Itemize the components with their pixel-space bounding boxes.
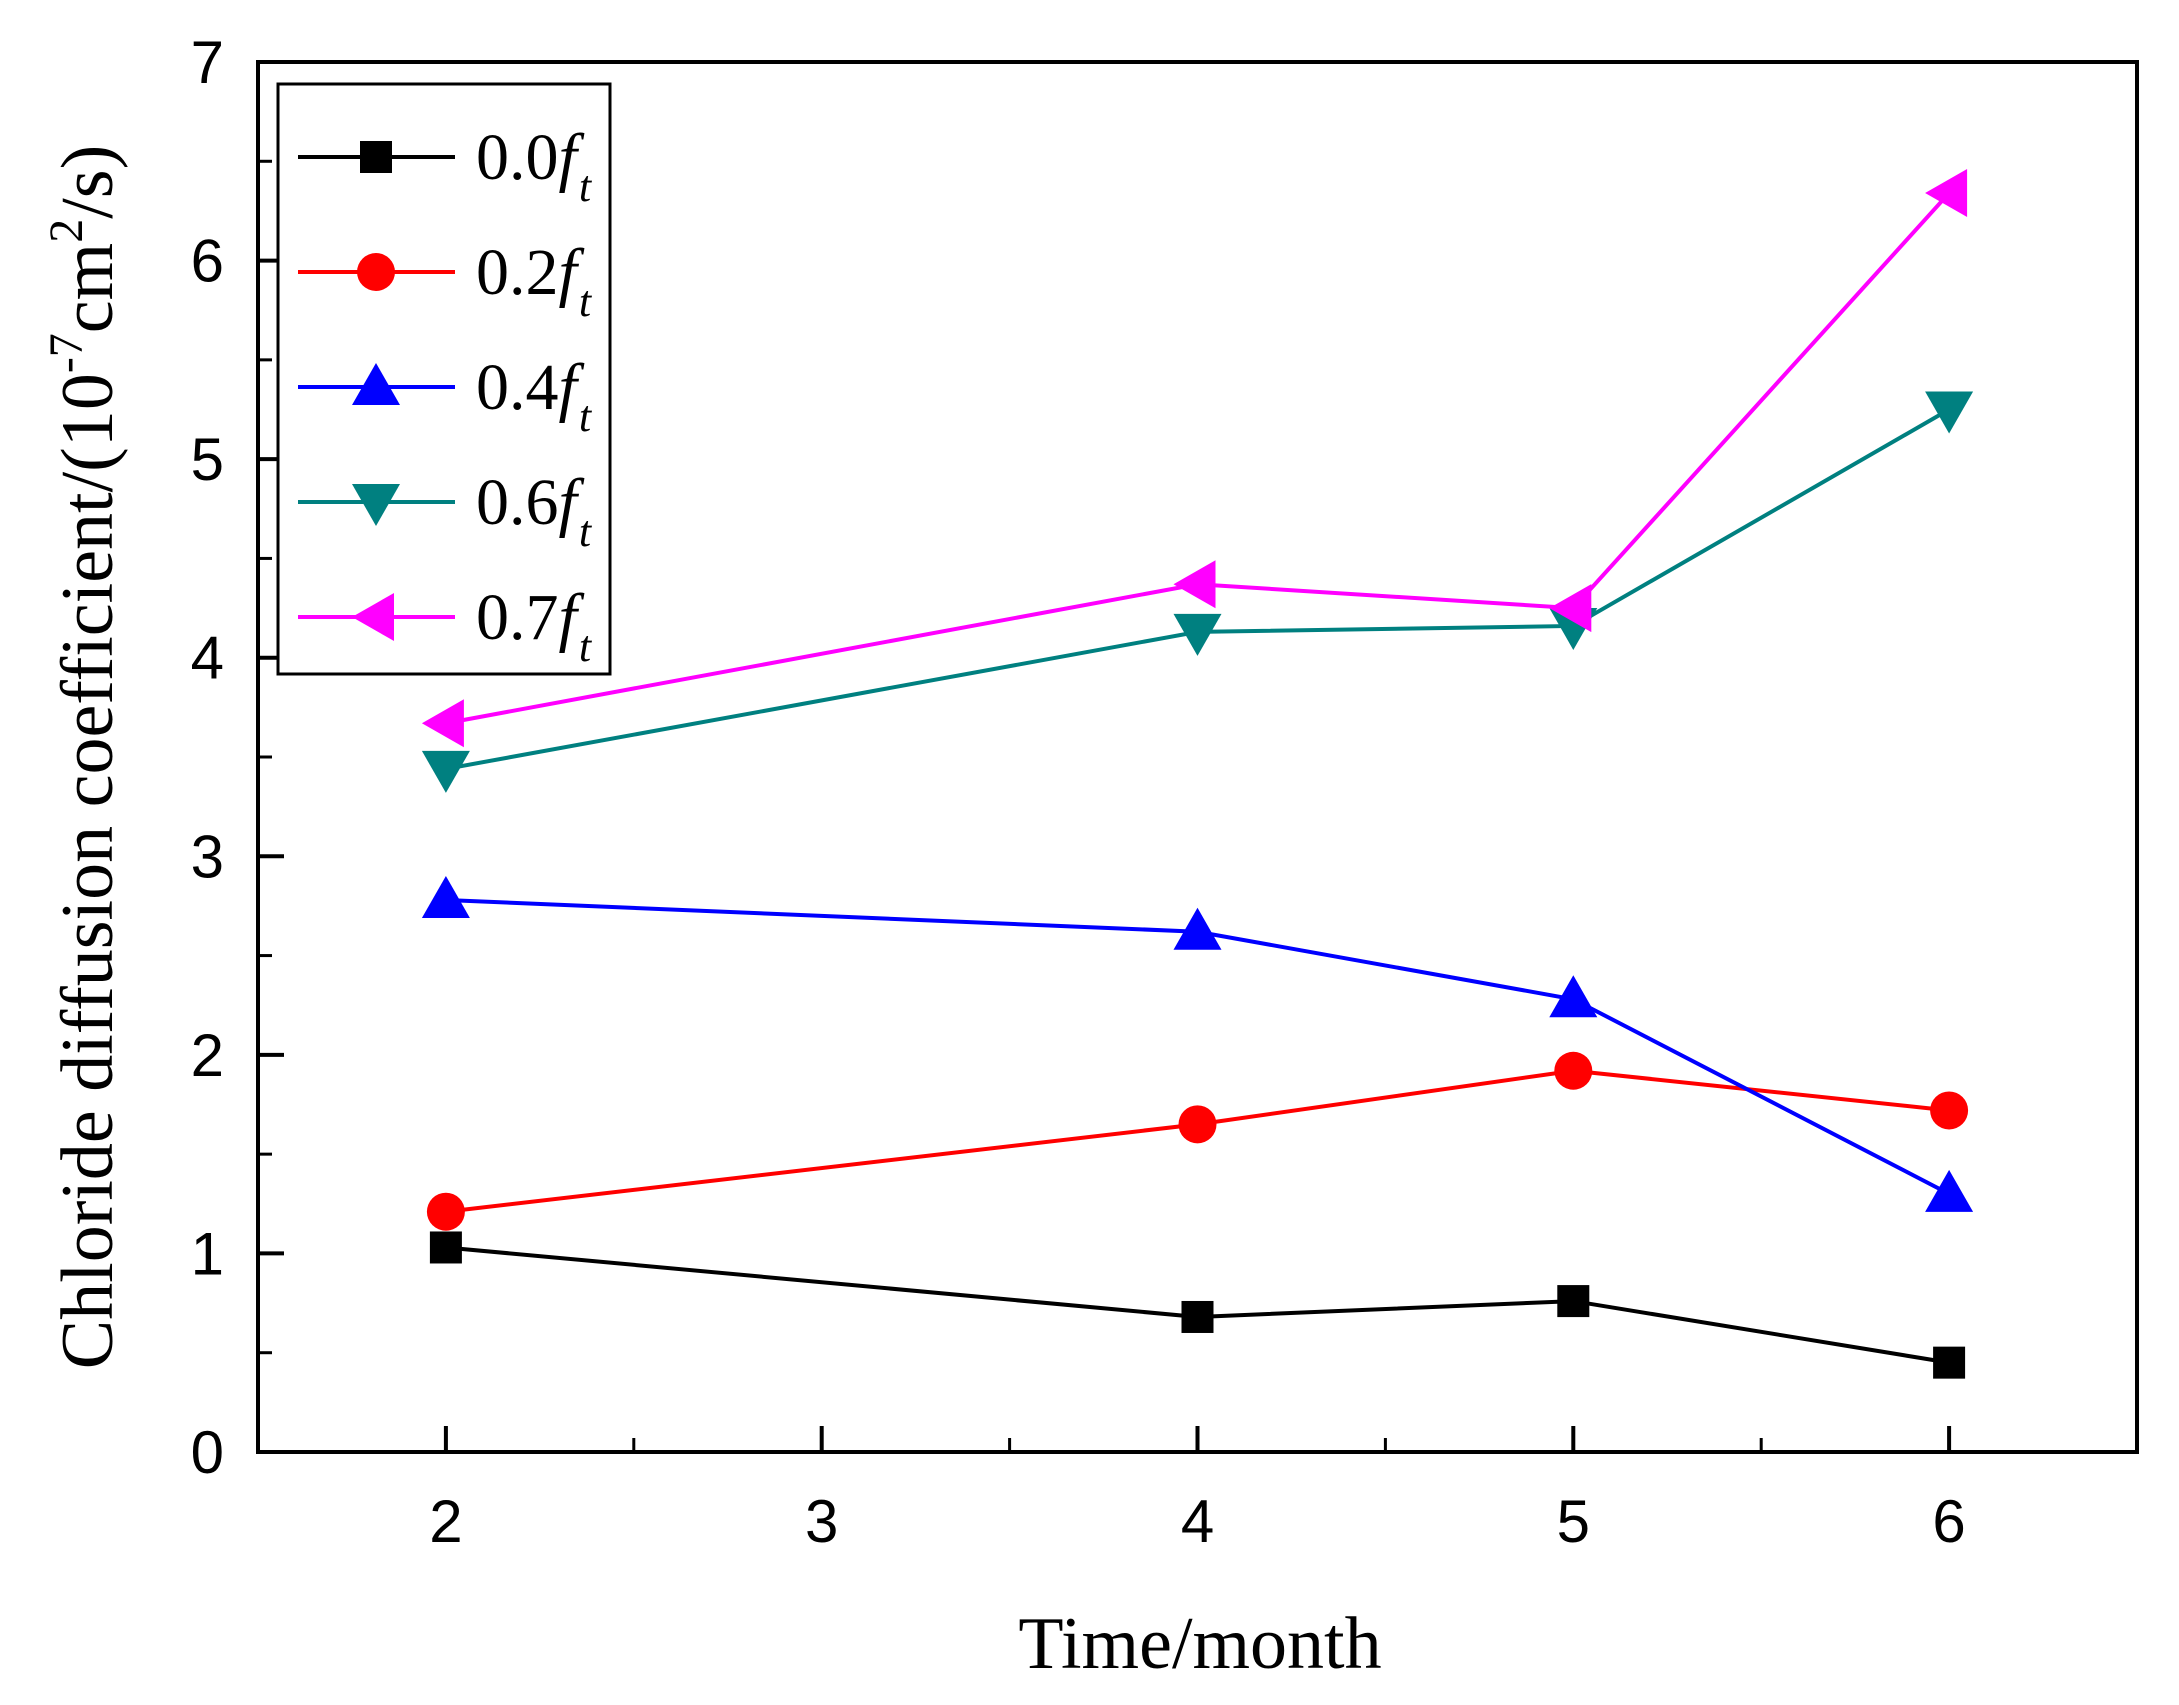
data-point-marker (421, 699, 464, 748)
x-tick-label: 5 (1557, 1488, 1590, 1555)
legend-label: 0.0ft (476, 121, 593, 211)
legend-item: 0.4ft (298, 351, 593, 441)
data-point-marker (1549, 975, 1598, 1018)
data-point-marker (1925, 391, 1974, 434)
series-0.7ft (421, 169, 1968, 748)
series-layer (421, 169, 1974, 1379)
x-axis-ticks: 2 3 4 5 6 (429, 1426, 1966, 1555)
x-axis-title: Time/month (1018, 1603, 1381, 1685)
y-axis-title-main: Chloride diffusion coefficient/(10 (47, 373, 129, 1369)
legend-label-subscript: t (579, 507, 593, 556)
series-line (445, 191, 1951, 726)
data-point-marker (1173, 560, 1216, 609)
y-tick-label: 1 (191, 1220, 224, 1287)
x-tick-label: 6 (1932, 1488, 1965, 1555)
legend-label-subscript: t (579, 162, 593, 211)
legend-marker (352, 363, 400, 405)
y-tick-label: 2 (191, 1022, 224, 1089)
legend-label: 0.4ft (476, 351, 593, 441)
y-tick-label: 4 (191, 625, 224, 692)
data-point-marker (1181, 1300, 1214, 1333)
legend-label-subscript: t (579, 392, 593, 441)
data-point-marker (426, 1192, 465, 1231)
legend-marker (352, 593, 394, 641)
legend-label-number: 0.6 (476, 466, 559, 539)
legend-label-number: 0.4 (476, 351, 559, 424)
data-point-marker (1173, 907, 1222, 950)
legend-label-number: 0.2 (476, 236, 559, 309)
series-line (445, 1068, 1950, 1214)
legend-marker (357, 253, 395, 291)
series-line (445, 897, 1951, 1196)
series-line (445, 1245, 1950, 1365)
legend-label-subscript: t (579, 277, 593, 326)
y-tick-label: 7 (191, 29, 224, 96)
data-point-marker (1549, 584, 1592, 633)
y-axis-ticks: 0 1 2 3 4 5 6 7 (191, 29, 284, 1486)
data-point-marker (1173, 613, 1222, 656)
data-point-marker (1925, 169, 1968, 218)
y-tick-label: 0 (191, 1419, 224, 1486)
y-tick-label: 5 (191, 426, 224, 493)
legend-label-number: 0.0 (476, 121, 559, 194)
data-point-marker (429, 1231, 462, 1264)
y-axis-title-exp1: -7 (40, 333, 93, 373)
data-point-marker (1933, 1346, 1966, 1379)
data-point-marker (1178, 1105, 1217, 1144)
series-0.6ft (421, 391, 1974, 793)
series-line (445, 407, 1951, 771)
x-tick-label: 4 (1181, 1488, 1214, 1555)
series-0.4ft (421, 875, 1974, 1212)
legend-item: 0.0ft (298, 121, 593, 211)
y-axis-title: Chloride diffusion coefficient/(10-7cm2/… (40, 145, 129, 1369)
legend-item: 0.7ft (298, 581, 593, 671)
y-axis-title-exp2: 2 (40, 219, 93, 243)
legend-box (276, 82, 612, 676)
y-tick-label: 3 (191, 823, 224, 890)
legend-label-subscript: t (579, 622, 593, 671)
data-point-marker (1930, 1091, 1969, 1130)
legend-item: 0.6ft (298, 466, 593, 556)
x-tick-label: 2 (429, 1488, 462, 1555)
y-axis-title-mid: cm (47, 243, 129, 333)
legend-marker (352, 484, 400, 526)
y-tick-label: 6 (191, 228, 224, 295)
legend-label: 0.7ft (476, 581, 593, 671)
legend-label: 0.6ft (476, 466, 593, 556)
data-point-marker (1554, 1051, 1593, 1090)
series-0.2ft (426, 1051, 1969, 1231)
data-point-marker (421, 875, 470, 918)
data-point-marker (1925, 1169, 1974, 1212)
data-point-marker (421, 750, 470, 793)
legend-marker (360, 141, 392, 173)
legend-label-number: 0.7 (476, 581, 559, 654)
x-tick-label: 3 (805, 1488, 838, 1555)
series-0.0ft (429, 1231, 1966, 1379)
y-axis-title-end: /s) (47, 145, 129, 219)
data-point-marker (1557, 1285, 1590, 1318)
